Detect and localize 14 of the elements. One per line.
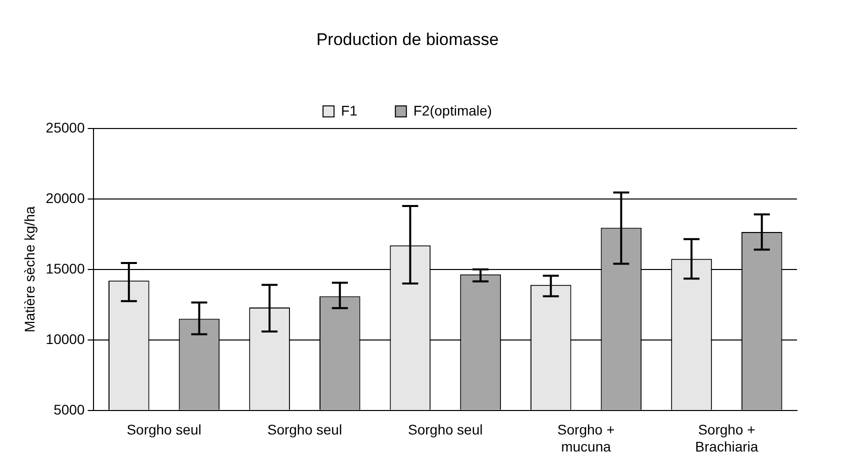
x-tick-label: Sorgho seul	[408, 422, 483, 438]
y-tick-label: 20000	[46, 190, 85, 206]
y-axis-title: Matière sèche kg/ha	[21, 206, 38, 332]
x-tick-label: Sorgho seul	[126, 422, 202, 438]
legend-label: F1	[341, 102, 358, 118]
y-tick-label: 25000	[46, 119, 85, 136]
x-tick-label: Sorgho + Brachiaria	[695, 422, 758, 454]
y-tick-label: 15000	[46, 260, 85, 276]
y-tick-label: 10000	[46, 330, 85, 347]
chart-title: Production de biomasse	[316, 30, 499, 49]
x-tick-label: Sorgho + mucuna	[557, 422, 615, 454]
y-tick-label: 5000	[54, 401, 85, 418]
x-tick-label: Sorgho seul	[267, 422, 342, 438]
legend-label: F2(optimale)	[413, 102, 492, 118]
